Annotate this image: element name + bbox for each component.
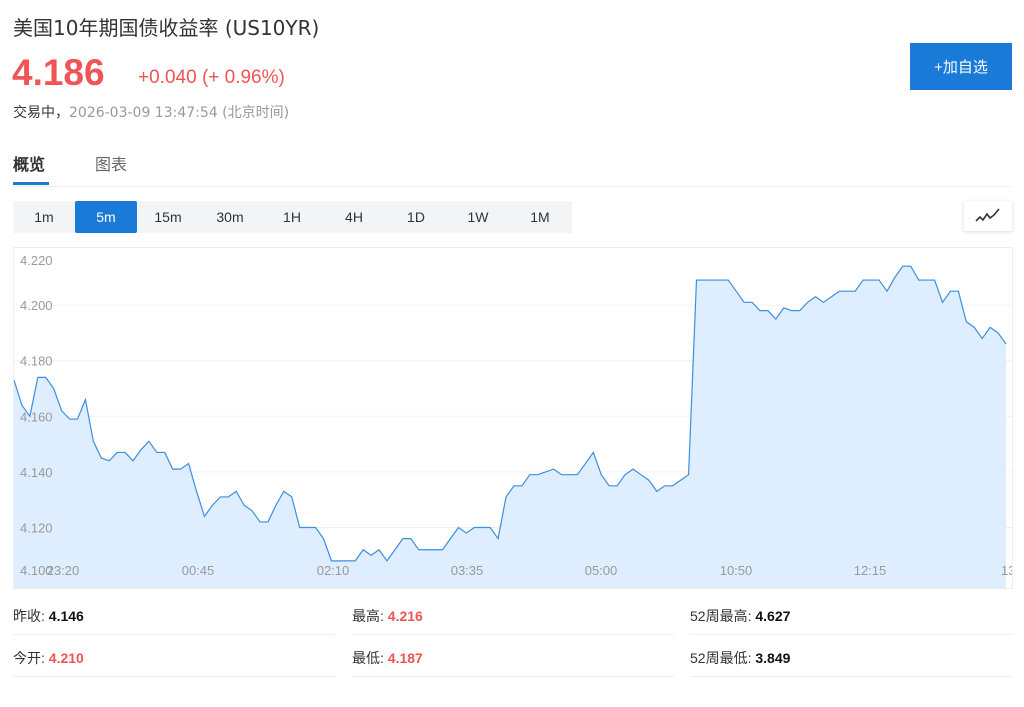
stat-label: 今开: <box>13 650 45 666</box>
stat-item: 最高: 4.216 <box>352 606 423 626</box>
status-text: 交易中， <box>13 105 69 121</box>
x-tick-label: 03:35 <box>451 563 484 578</box>
x-tick-label: 12:15 <box>854 563 887 578</box>
stat-item: 52周最低: 3.849 <box>690 648 790 668</box>
x-tick-label: 05:00 <box>585 563 618 578</box>
period-1M[interactable]: 1M <box>530 209 550 225</box>
stat-divider <box>690 676 1012 677</box>
stat-value: 4.146 <box>48 608 84 624</box>
y-tick-label: 4.180 <box>20 354 53 369</box>
y-tick-label: 4.140 <box>20 465 53 480</box>
stat-item: 52周最高: 4.627 <box>690 606 790 626</box>
stat-label: 52周最高: <box>690 608 752 624</box>
stat-label: 52周最低: <box>690 650 752 666</box>
stat-value: 4.187 <box>387 650 423 666</box>
price-chart[interactable]: 4.220 4.200 4.180 4.160 4.140 4.120 4.100 23:20… <box>13 247 1024 589</box>
current-price: 4.186 <box>12 52 105 93</box>
tab-chart[interactable]: 图表 <box>95 155 128 174</box>
x-tick-label: 02:10 <box>317 563 350 578</box>
period-1D[interactable]: 1D <box>407 209 425 225</box>
stat-label: 昨收: <box>13 608 45 624</box>
page-title: 美国10年期国债收益率 (US10YR) <box>13 12 319 41</box>
stat-value: 3.849 <box>755 650 791 666</box>
y-tick-label: 4.200 <box>20 298 53 313</box>
x-tick-label: 10:50 <box>720 563 753 578</box>
stat-item: 昨收: 4.146 <box>13 606 84 626</box>
price-change: +0.040 (+ 0.96%) <box>138 67 285 89</box>
period-5m[interactable]: 5m <box>75 201 137 233</box>
area-fill <box>14 266 1006 588</box>
stat-value: 4.210 <box>48 650 84 666</box>
active-tab-indicator <box>13 182 49 185</box>
period-30m[interactable]: 30m <box>216 209 244 225</box>
period-1H[interactable]: 1H <box>283 209 301 225</box>
y-tick-label: 4.100 <box>20 563 53 578</box>
x-tick-label: 13:4 <box>1001 563 1012 578</box>
stat-item: 今开: 4.210 <box>13 648 84 668</box>
tab-overview[interactable]: 概览 <box>13 155 46 174</box>
x-tick-label: 00:45 <box>182 563 215 578</box>
period-selector: 1m 5m 15m 30m 1H 4H 1D 1W 1M <box>13 201 572 233</box>
stat-item: 最低: 4.187 <box>352 648 423 668</box>
stat-divider <box>352 676 674 677</box>
y-tick-label: 4.220 <box>20 253 53 268</box>
chart-type-button[interactable] <box>964 201 1012 231</box>
stat-value: 4.216 <box>387 608 423 624</box>
tab-divider <box>13 186 1012 187</box>
timezone: (北京时间) <box>222 105 290 121</box>
stat-divider <box>690 634 1012 635</box>
change-value: +0.040 <box>138 67 197 88</box>
change-percent: (+ 0.96%) <box>201 67 285 88</box>
timestamp: 2026-03-09 13:47:54 <box>69 105 218 121</box>
price-line <box>13 265 1007 562</box>
stat-label: 最高: <box>352 608 384 624</box>
stat-divider <box>352 634 674 635</box>
line-chart-icon <box>975 208 1000 222</box>
x-tick-label: 23:20 <box>47 563 80 578</box>
trading-status: 交易中，2026-03-09 13:47:54 (北京时间) <box>13 102 289 122</box>
y-tick-label: 4.160 <box>20 409 53 424</box>
stat-divider <box>13 676 335 677</box>
title-text: 美国10年期国债收益率 <box>13 16 219 40</box>
period-4H[interactable]: 4H <box>345 209 363 225</box>
y-tick-label: 4.120 <box>20 521 53 536</box>
stat-divider <box>13 634 335 635</box>
add-watchlist-button[interactable]: +加自选 <box>910 43 1012 90</box>
stat-label: 最低: <box>352 650 384 666</box>
period-1m[interactable]: 1m <box>34 209 54 225</box>
period-15m[interactable]: 15m <box>154 209 182 225</box>
stat-value: 4.627 <box>755 608 791 624</box>
period-1W[interactable]: 1W <box>467 209 489 225</box>
chart-svg: 4.220 4.200 4.180 4.160 4.140 4.120 4.10023:20… <box>13 253 1024 588</box>
symbol: (US10YR) <box>224 16 320 40</box>
